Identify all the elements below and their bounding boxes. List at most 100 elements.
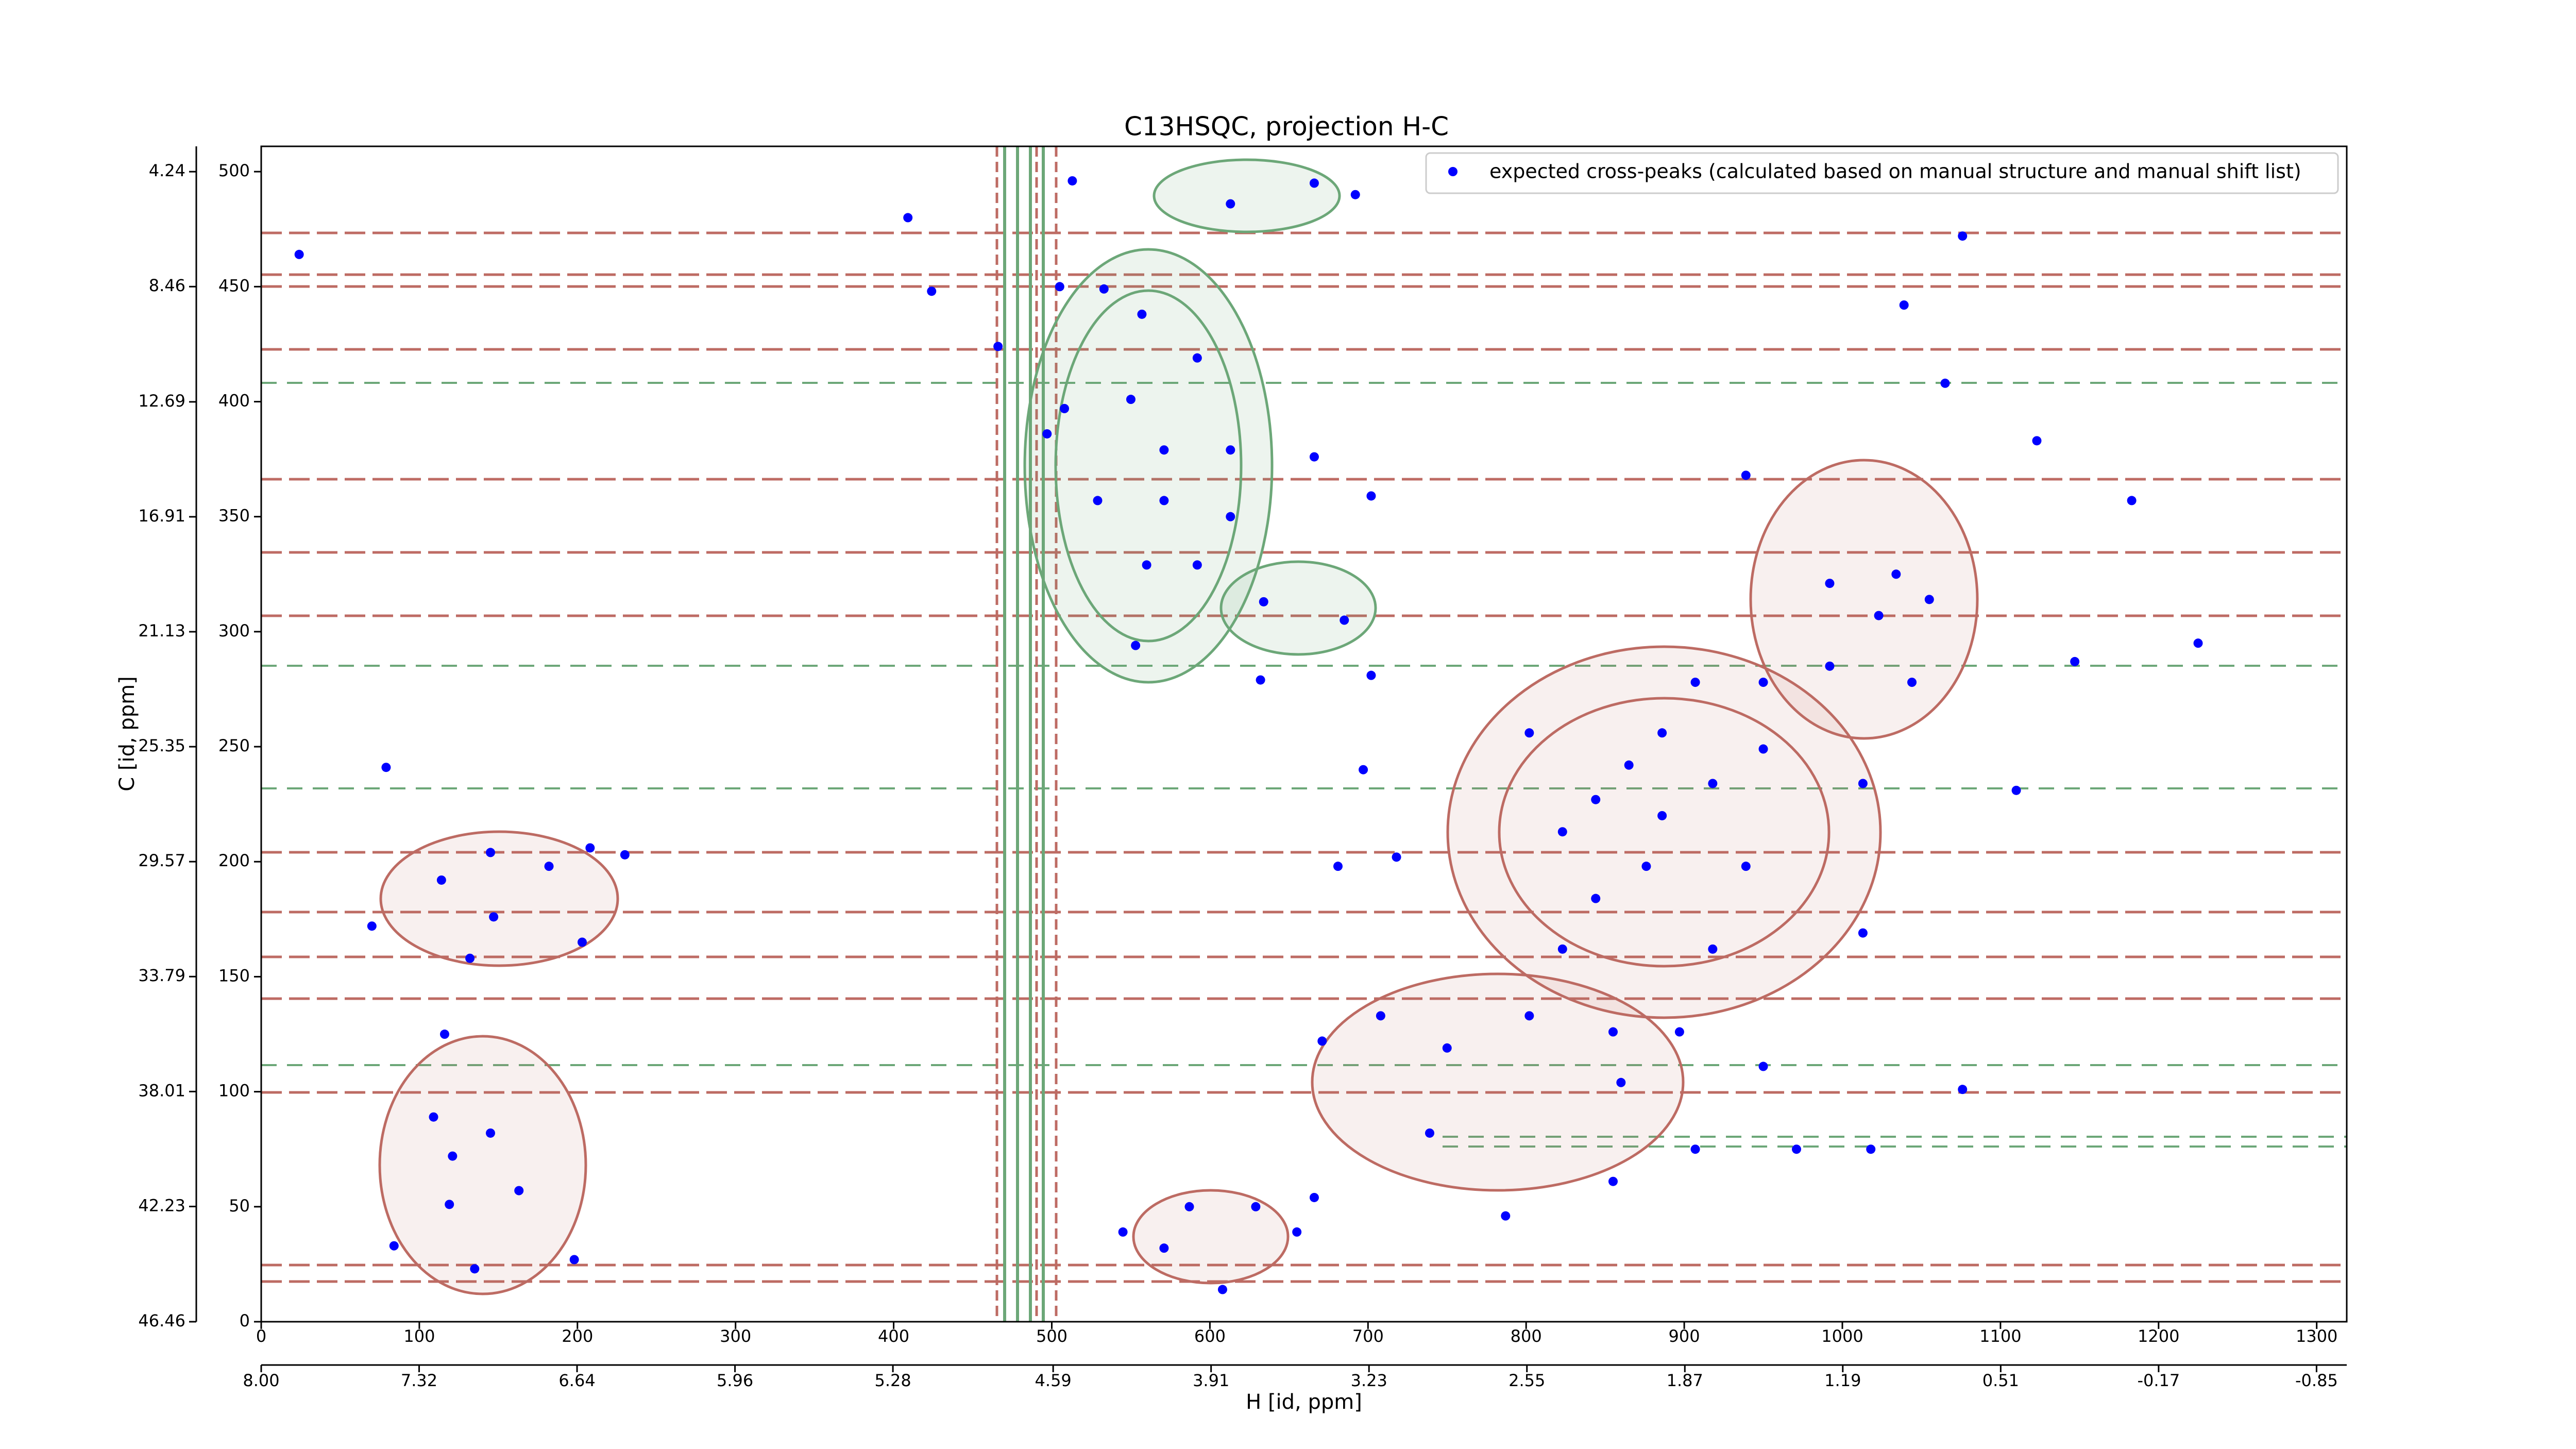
cross-peak — [1624, 760, 1634, 770]
cross-peak — [1741, 862, 1751, 871]
cross-peak — [1309, 178, 1319, 188]
x-tick-label: 100 — [403, 1326, 435, 1346]
cross-peak — [1226, 199, 1235, 209]
cross-peak — [1758, 1062, 1768, 1071]
cross-peak — [1690, 1144, 1700, 1154]
cross-peak — [381, 763, 391, 772]
cross-peak — [1226, 512, 1235, 521]
cross-peak — [1192, 560, 1202, 570]
cross-peak — [1425, 1128, 1434, 1138]
cross-peak — [1192, 353, 1202, 363]
y-tick-label: 500 — [218, 161, 250, 180]
cross-peak — [585, 843, 595, 853]
cross-peak — [1131, 641, 1141, 650]
cross-peak — [1259, 597, 1268, 606]
cross-peak — [1067, 176, 1077, 186]
cross-peak — [1708, 779, 1718, 788]
cross-peak — [1217, 1285, 1227, 1294]
cross-peak — [1524, 728, 1534, 738]
cross-peak — [1137, 309, 1147, 319]
cross-peak — [465, 953, 475, 963]
cross-peak — [1501, 1211, 1511, 1221]
cross-peak — [1042, 429, 1052, 439]
x-tick-label: 1100 — [1979, 1326, 2021, 1346]
x-tick-label: 600 — [1194, 1326, 1226, 1346]
cross-peak — [1907, 678, 1917, 687]
cross-peak — [1366, 670, 1376, 680]
cross-peak — [429, 1112, 438, 1122]
cross-peak — [1591, 795, 1601, 804]
cross-peak — [1958, 231, 1968, 241]
cross-peak — [2070, 656, 2080, 666]
cross-peak — [1142, 560, 1151, 570]
cross-peak — [489, 912, 499, 922]
x2-tick-label: 0.51 — [1982, 1371, 2019, 1390]
cross-peak — [1708, 944, 1718, 954]
y-tick-label: 400 — [218, 391, 250, 410]
y-tick-label: 0 — [240, 1311, 250, 1330]
y-tick-label: 300 — [218, 621, 250, 641]
cross-peak — [367, 921, 377, 931]
cross-peak — [1608, 1027, 1618, 1037]
cross-peak — [1159, 1243, 1169, 1253]
x-tick-label: 900 — [1669, 1326, 1700, 1346]
x-tick-label: 400 — [878, 1326, 909, 1346]
cross-peak — [1591, 894, 1601, 903]
x-tick-label: 1300 — [2296, 1326, 2337, 1346]
chart-title: C13HSQC, projection H-C — [1124, 112, 1449, 142]
cross-peak — [486, 848, 496, 857]
cross-peak — [903, 213, 913, 223]
x-tick-label: 1000 — [1821, 1326, 1863, 1346]
y2-tick-label: 42.23 — [138, 1195, 185, 1215]
cross-peak — [1366, 491, 1376, 501]
cross-peak — [2127, 496, 2137, 506]
cross-peak — [1350, 190, 1360, 199]
cross-peak — [1093, 496, 1103, 506]
y2-tick-label: 4.24 — [149, 161, 185, 180]
y-tick-label: 450 — [218, 276, 250, 295]
cross-peak — [1924, 595, 1934, 604]
cross-peak — [1866, 1144, 1876, 1154]
cross-peak — [440, 1030, 450, 1039]
y-tick-label: 50 — [229, 1196, 250, 1216]
cross-peak — [1292, 1227, 1302, 1237]
cross-peak — [1825, 579, 1835, 588]
y2-tick-label: 29.57 — [138, 851, 185, 870]
cross-peak — [1226, 445, 1235, 455]
legend: expected cross-peaks (calculated based o… — [1425, 152, 2339, 194]
cross-peak — [1657, 811, 1667, 820]
cross-peak — [1657, 728, 1667, 738]
y2-tick-label: 16.91 — [138, 506, 185, 526]
cross-peak — [1690, 678, 1700, 687]
x-tick-label: 0 — [256, 1326, 266, 1346]
cross-peak — [1524, 1011, 1534, 1021]
cross-peak — [1608, 1176, 1618, 1186]
x-tick-label: 700 — [1352, 1326, 1384, 1346]
legend-label: expected cross-peaks (calculated based o… — [1489, 160, 2301, 183]
cross-peak — [1958, 1085, 1968, 1094]
cross-peak — [294, 249, 304, 259]
cross-peak — [1858, 779, 1868, 788]
cross-peak — [1333, 862, 1343, 871]
x2-tick-label: 5.96 — [717, 1371, 753, 1390]
y2-tick-label: 33.79 — [138, 966, 185, 985]
cross-peak — [1899, 300, 1909, 310]
x2-tick-label: -0.85 — [2295, 1371, 2338, 1390]
cross-peak — [578, 937, 587, 947]
y2-tick-label: 12.69 — [138, 391, 185, 411]
cross-peak — [2032, 436, 2042, 446]
cross-peak — [620, 850, 630, 860]
cross-peak — [1791, 1144, 1801, 1154]
cross-peak — [389, 1241, 399, 1251]
cross-peak — [1126, 395, 1136, 405]
y2-tick-label: 21.13 — [138, 621, 185, 641]
cross-peak — [544, 862, 554, 871]
cross-peak — [1442, 1043, 1452, 1053]
y-axis-label: C [id, ppm] — [115, 676, 139, 791]
cross-peak — [1874, 611, 1884, 620]
cross-peak — [1674, 1027, 1684, 1037]
cross-peak — [1741, 470, 1751, 480]
cross-peak — [1376, 1011, 1385, 1021]
